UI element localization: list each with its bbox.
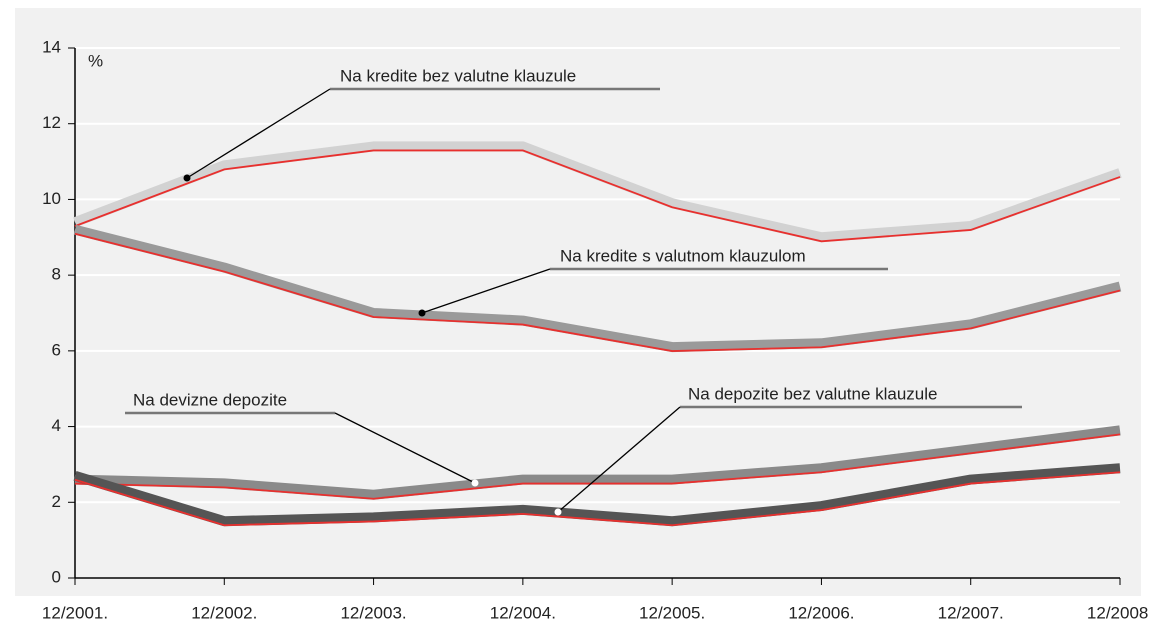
callout-leader [186, 88, 331, 179]
x-tick-label: 12/2005. [639, 603, 705, 622]
x-tick-label: 12/2003. [340, 603, 406, 622]
x-tick-label: 12/2001. [42, 603, 108, 622]
callout-dot [418, 309, 426, 317]
series-band [73, 224, 1122, 353]
series-band [74, 425, 1121, 500]
y-unit: % [88, 51, 103, 70]
y-tick-label: 6 [52, 340, 61, 359]
x-tick-label: 12/2006. [788, 603, 854, 622]
callout-dot [183, 174, 191, 182]
callout-leader [557, 406, 681, 513]
series-label: Na kredite s valutnom klauzulom [560, 246, 806, 265]
y-tick-label: 14 [42, 37, 61, 56]
series-line [74, 433, 1121, 500]
series-band [73, 463, 1121, 527]
series-label: Na kredite bez valutne klauzule [340, 66, 576, 85]
x-tick-label: 12/2002. [191, 603, 257, 622]
callout-dot [554, 508, 562, 516]
y-tick-label: 12 [42, 113, 61, 132]
series-band [73, 141, 1122, 243]
y-tick-label: 0 [52, 567, 61, 586]
y-tick-label: 8 [52, 265, 61, 284]
series-line [74, 471, 1121, 527]
callout-leader [421, 268, 551, 314]
series-line [74, 232, 1121, 352]
x-tick-label: 12/2008. [1087, 603, 1149, 622]
callout-leader [334, 412, 476, 484]
x-tick-label: 12/2007. [938, 603, 1004, 622]
callout-dot [471, 479, 479, 487]
y-tick-label: 4 [52, 416, 61, 435]
x-tick-label: 12/2004. [490, 603, 556, 622]
series-line [74, 149, 1121, 243]
y-tick-label: 2 [52, 492, 61, 511]
plot-background [15, 8, 1141, 596]
series-label: Na devizne depozite [133, 390, 287, 409]
y-tick-label: 10 [42, 189, 61, 208]
series-label: Na depozite bez valutne klauzule [688, 384, 938, 403]
